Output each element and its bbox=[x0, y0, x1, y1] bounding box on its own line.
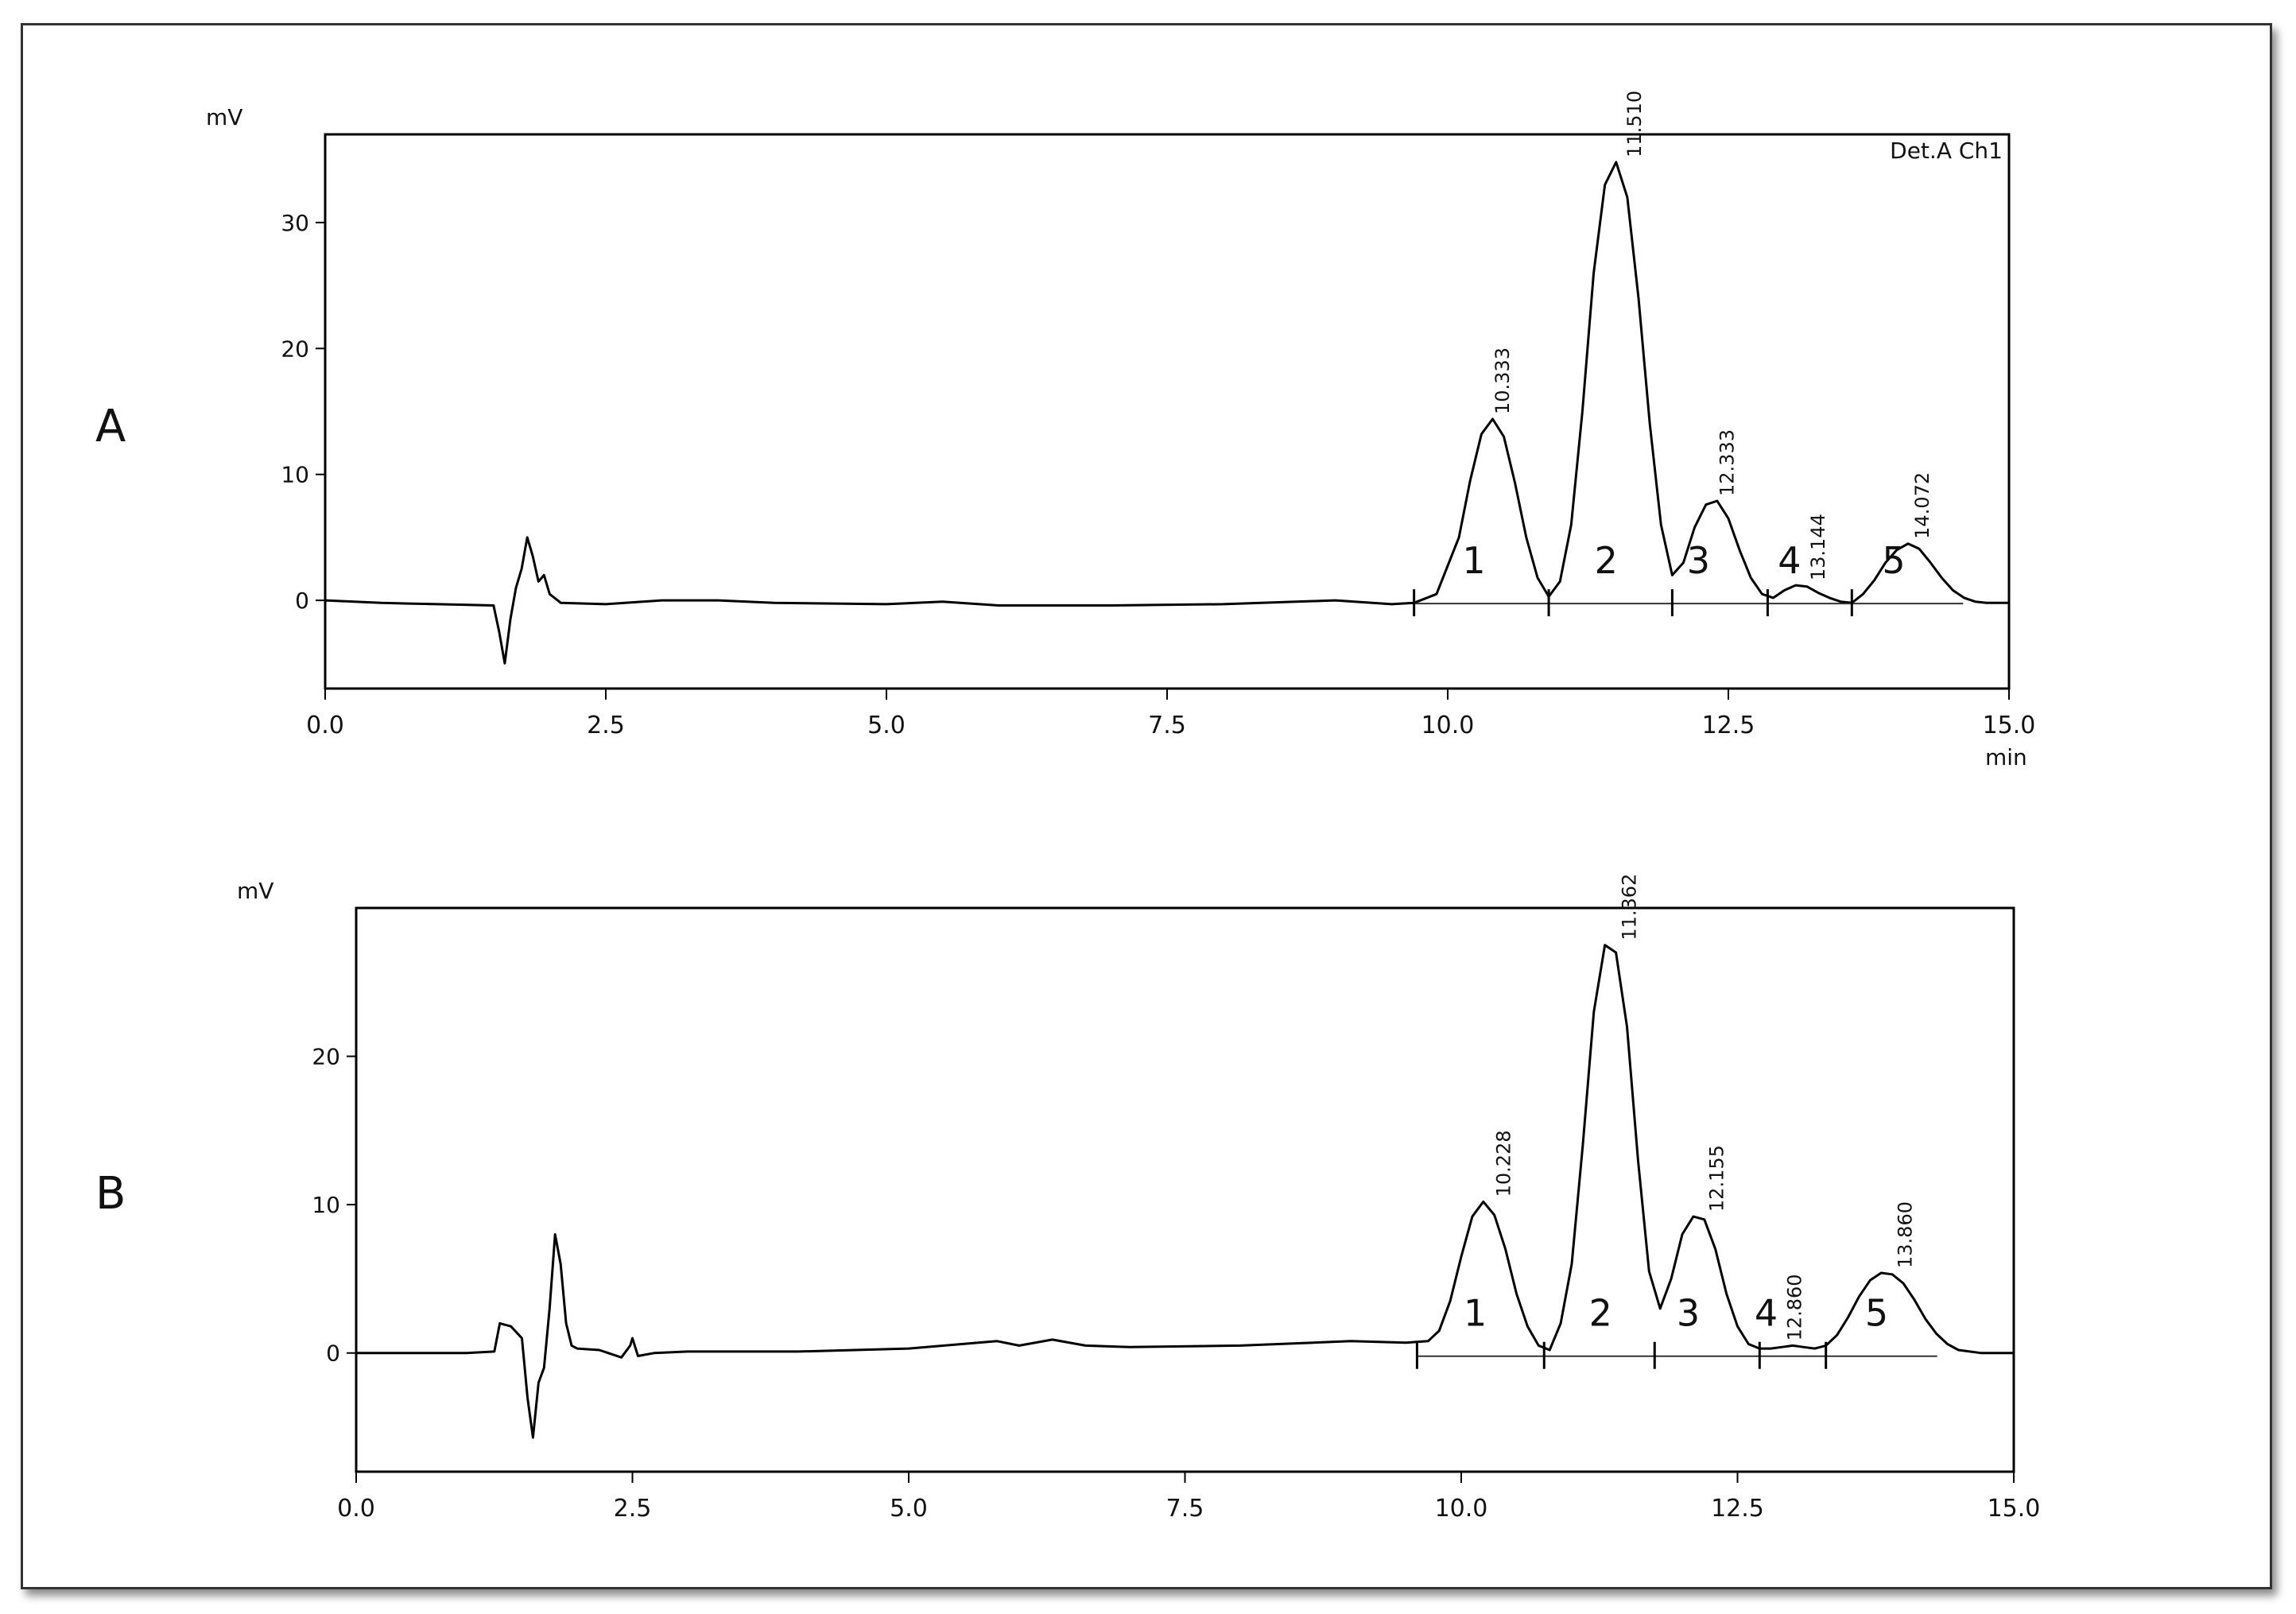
retention-time-label: 13.144 bbox=[1807, 514, 1829, 580]
x-tick-label: 12.5 bbox=[1711, 1495, 1764, 1523]
x-tick-label: 15.0 bbox=[1983, 712, 2036, 739]
x-tick-label: 7.5 bbox=[1166, 1495, 1204, 1523]
x-tick-label: 5.0 bbox=[867, 712, 906, 739]
peak-number: 5 bbox=[1882, 539, 1905, 582]
x-tick-label: 0.0 bbox=[337, 1495, 375, 1523]
retention-time-label: 12.155 bbox=[1706, 1145, 1728, 1212]
y-tick-label: 0 bbox=[295, 588, 309, 614]
corner-label: Det.A Ch1 bbox=[1890, 138, 2003, 164]
x-tick-label: 5.0 bbox=[890, 1495, 928, 1523]
y-tick-label: 30 bbox=[281, 210, 309, 236]
peak-number: 3 bbox=[1687, 539, 1710, 582]
peak-number: 2 bbox=[1595, 539, 1618, 582]
y-tick-label: 20 bbox=[312, 1044, 340, 1070]
y-axis-label: mV bbox=[237, 878, 273, 904]
y-tick-label: 10 bbox=[312, 1192, 340, 1218]
retention-time-label: 10.333 bbox=[1491, 347, 1514, 414]
panel-label: B bbox=[95, 1168, 126, 1220]
x-tick-label: 2.5 bbox=[614, 1495, 652, 1523]
peak-number: 5 bbox=[1865, 1292, 1888, 1335]
peak-number: 4 bbox=[1755, 1292, 1778, 1335]
peak-number: 2 bbox=[1589, 1292, 1612, 1335]
y-tick-label: 10 bbox=[281, 462, 309, 488]
chromatogram-trace bbox=[324, 161, 2009, 665]
x-tick-label: 15.0 bbox=[1988, 1495, 2041, 1523]
peak-number: 1 bbox=[1464, 1292, 1487, 1335]
x-tick-label: 12.5 bbox=[1702, 712, 1755, 739]
x-tick-label: 2.5 bbox=[587, 712, 625, 739]
y-tick-label: 20 bbox=[281, 336, 309, 362]
retention-time-label: 12.860 bbox=[1784, 1274, 1806, 1340]
x-tick-label: 0.0 bbox=[306, 712, 344, 739]
peak-number: 1 bbox=[1462, 539, 1485, 582]
x-axis-label: min bbox=[1985, 744, 2027, 770]
retention-time-label: 13.860 bbox=[1895, 1201, 1917, 1268]
chromatogram-trace bbox=[356, 944, 2014, 1439]
plot-frame bbox=[355, 906, 2015, 1473]
peak-number: 3 bbox=[1677, 1292, 1700, 1335]
retention-time-label: 11.362 bbox=[1618, 874, 1640, 941]
retention-time-label: 10.228 bbox=[1493, 1130, 1515, 1197]
figure-frame bbox=[21, 23, 2272, 1589]
panel-label: A bbox=[95, 401, 126, 452]
retention-time-label: 14.072 bbox=[1911, 472, 1933, 539]
y-tick-label: 0 bbox=[326, 1340, 340, 1367]
x-tick-label: 10.0 bbox=[1421, 712, 1475, 739]
y-axis-label: mV bbox=[206, 104, 242, 130]
retention-time-label: 11.510 bbox=[1623, 91, 1646, 157]
x-tick-label: 10.0 bbox=[1435, 1495, 1488, 1523]
peak-number: 4 bbox=[1778, 539, 1801, 582]
x-tick-label: 7.5 bbox=[1148, 712, 1186, 739]
retention-time-label: 12.333 bbox=[1716, 429, 1738, 496]
